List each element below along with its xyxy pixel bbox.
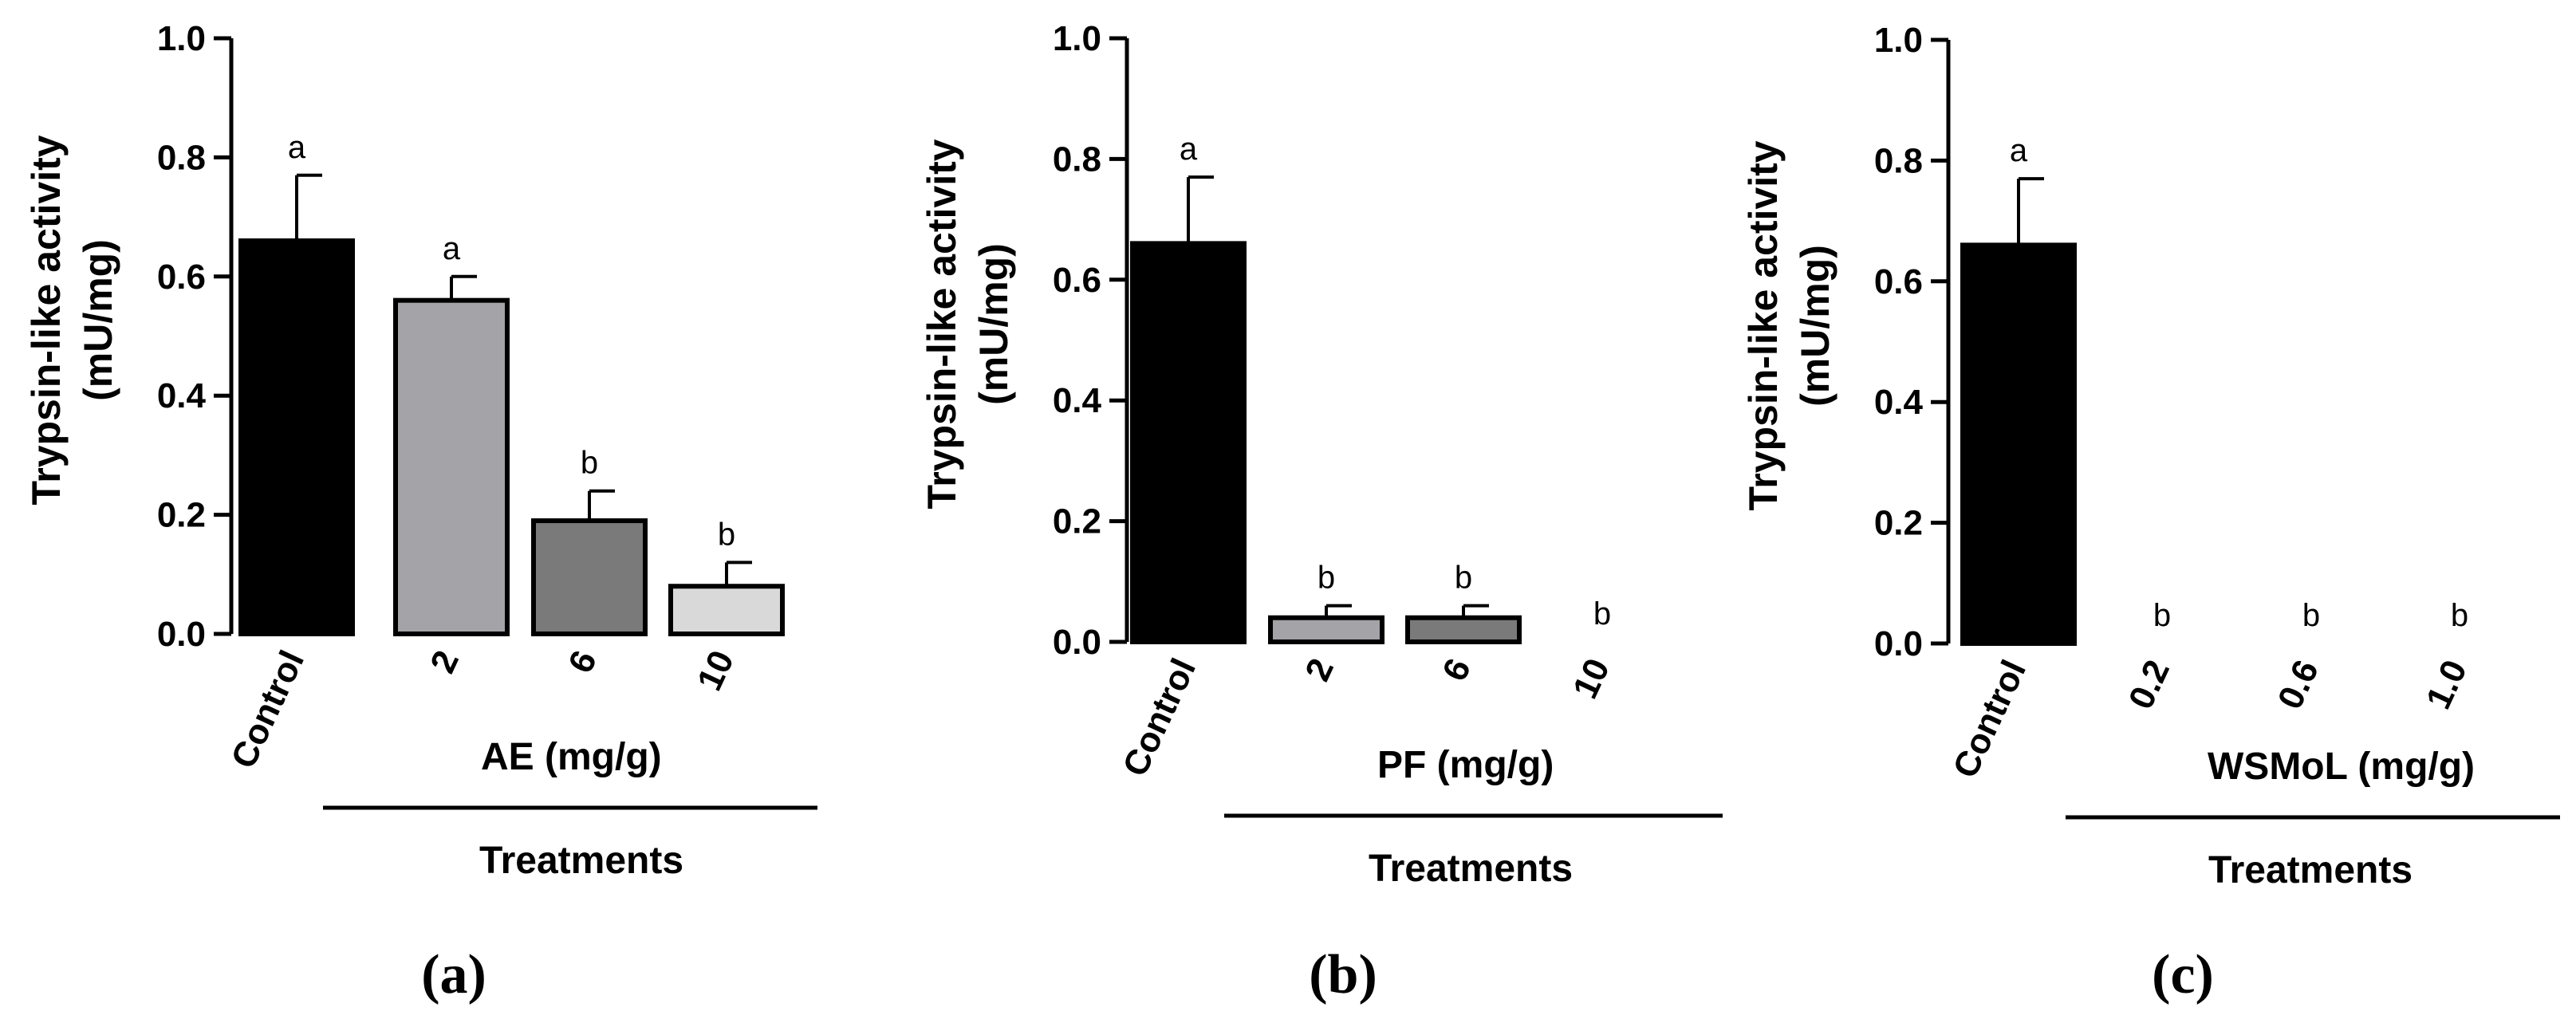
y-axis-title: Trypsin-like activity [24, 135, 69, 505]
panel-label: (b) [1309, 944, 1377, 1005]
y-tick-label: 0.8 [157, 138, 206, 177]
significance-letter: b [718, 517, 735, 552]
y-tick-label: 0.6 [1053, 261, 1101, 300]
significance-letter: b [2153, 598, 2171, 633]
y-axis-title: Trypsin-like activity [920, 139, 964, 509]
y-tick-label: 0.2 [1053, 502, 1101, 541]
significance-letter: a [2010, 133, 2028, 168]
x-tick-label: 0.2 [2121, 655, 2177, 715]
treatments-label: Treatments [2208, 849, 2413, 891]
y-tick-label: 0.4 [157, 376, 207, 415]
x-tick-label: Control [224, 645, 313, 774]
significance-letter: b [1455, 561, 1472, 596]
y-tick-label: 1.0 [1053, 19, 1101, 58]
bar-6 [1405, 615, 1522, 644]
x-tick-label: 6 [561, 645, 605, 679]
treatments-label: Treatments [1369, 848, 1573, 890]
x-group-label: WSMoL (mg/g) [2208, 746, 2475, 788]
bar-6 [531, 518, 648, 636]
x-tick-label: 6 [1435, 653, 1479, 687]
bar-control [238, 238, 355, 636]
x-tick-label: Control [1946, 655, 2034, 784]
significance-letter: b [2451, 598, 2468, 633]
bar-10 [668, 584, 785, 636]
treatments-label: Treatments [479, 840, 683, 882]
significance-letter: b [581, 446, 598, 481]
panel-label: (a) [421, 944, 486, 1005]
y-tick-label: 1.0 [157, 19, 206, 58]
x-tick-label: 2 [1298, 653, 1341, 687]
significance-letter: a [288, 130, 306, 165]
y-tick-label: 0.4 [1874, 383, 1924, 422]
panel-label: (c) [2152, 944, 2214, 1005]
significance-letter: a [443, 231, 461, 266]
y-tick-label: 1.0 [1874, 21, 1923, 60]
y-tick-label: 0.0 [1874, 624, 1923, 663]
x-tick-label: 1.0 [2419, 655, 2475, 715]
x-group-label: PF (mg/g) [1377, 744, 1554, 786]
y-tick-label: 0.6 [157, 258, 206, 297]
y-tick-label: 0.8 [1053, 140, 1101, 179]
y-tick-label: 0.2 [1874, 504, 1923, 543]
x-tick-label: 10 [1566, 653, 1617, 705]
y-axis-unit: (mU/mg) [971, 243, 1016, 405]
bar-2 [1268, 615, 1385, 644]
significance-letter: b [1318, 561, 1335, 596]
x-tick-label: 0.6 [2271, 655, 2326, 715]
y-tick-label: 0.0 [157, 615, 206, 654]
bar-2 [393, 297, 510, 636]
y-axis-unit: (mU/mg) [1793, 245, 1837, 407]
y-tick-label: 0.0 [1053, 623, 1101, 662]
bar-control [1960, 242, 2077, 646]
x-tick-label: 2 [423, 645, 467, 679]
y-axis-title: Trypsin-like activity [1741, 140, 1786, 510]
significance-letter: a [1180, 132, 1198, 167]
y-axis-unit: (mU/mg) [76, 239, 120, 401]
bar-control [1130, 241, 1247, 644]
y-tick-label: 0.6 [1874, 262, 1923, 301]
y-tick-label: 0.4 [1053, 381, 1102, 420]
y-tick-label: 0.2 [157, 496, 206, 535]
significance-letter: b [1593, 596, 1611, 632]
y-tick-label: 0.8 [1874, 141, 1923, 180]
x-tick-label: 10 [690, 645, 742, 697]
x-group-label: AE (mg/g) [481, 736, 662, 778]
x-tick-label: Control [1116, 653, 1204, 782]
significance-letter: b [2302, 598, 2320, 633]
